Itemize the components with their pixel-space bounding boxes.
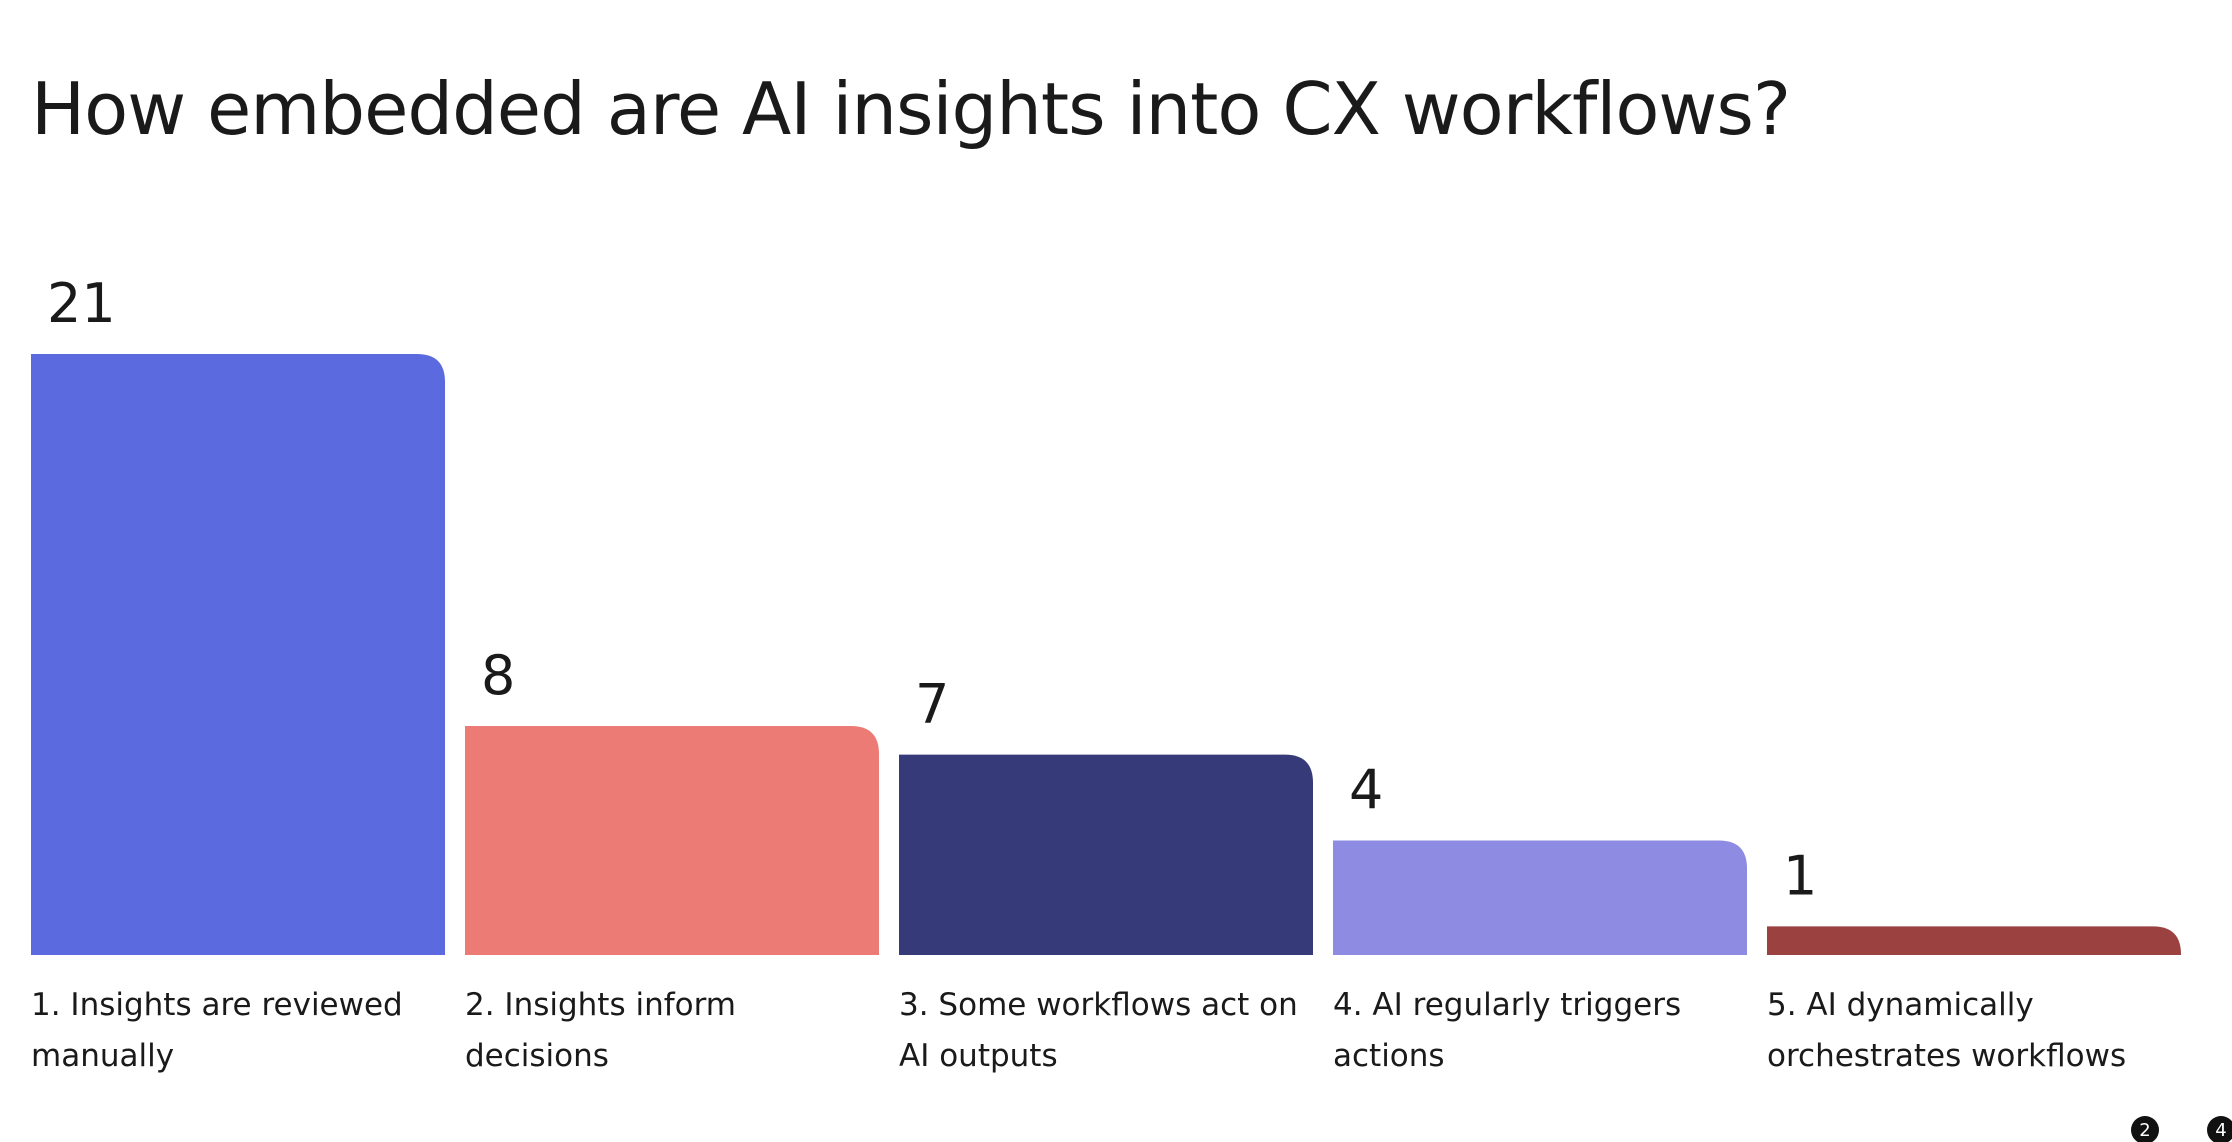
bar — [1767, 926, 2181, 955]
bar — [899, 754, 1313, 955]
value-label: 7 — [915, 673, 949, 736]
value-label: 1 — [1783, 844, 1817, 907]
category-label: 3. Some workflows act on AI outputs — [899, 987, 1298, 1074]
chart-title: How embedded are AI insights into CX wor… — [31, 67, 1790, 151]
bar — [1333, 840, 1747, 955]
category-label: 2. Insights inform decisions — [465, 987, 737, 1074]
bar — [31, 354, 445, 955]
value-label: 21 — [47, 272, 116, 335]
page-badge — [2131, 1116, 2159, 1142]
page-badge-label: 2 — [2139, 1120, 2150, 1141]
value-label: 8 — [481, 644, 515, 707]
category-label: 1. Insights are reviewed manually — [31, 987, 403, 1074]
value-label: 4 — [1349, 759, 1383, 822]
page-badge — [2207, 1116, 2232, 1142]
category-label: 4. AI regularly triggers actions — [1333, 987, 1682, 1074]
page-badge-label: 4 — [2215, 1120, 2226, 1141]
bar — [465, 726, 879, 955]
category-label: 5. AI dynamically orchestrates workflows — [1767, 987, 2127, 1074]
